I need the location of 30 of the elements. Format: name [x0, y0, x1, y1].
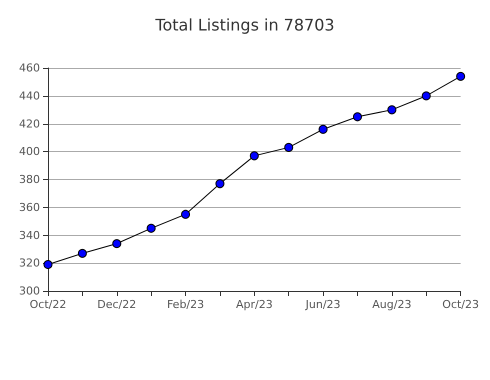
x-tick-label: Feb/23 — [166, 298, 204, 311]
x-tick-label: Apr/23 — [236, 298, 273, 311]
x-tick-label: Aug/23 — [372, 298, 412, 311]
point — [284, 142, 294, 152]
point — [146, 224, 156, 233]
point — [456, 72, 466, 81]
chart-title: Total Listings in 78703 — [154, 16, 335, 34]
point — [250, 151, 259, 160]
y-tick-label: 340 — [19, 228, 40, 242]
point — [352, 112, 362, 122]
x-tick-label: Oct/23 — [442, 298, 480, 311]
point — [181, 210, 190, 219]
y-tick-label: 460 — [19, 62, 40, 74]
x-tick-label: Dec/22 — [97, 298, 136, 311]
y-tick-label: 420 — [19, 117, 40, 130]
x-tick-label: Jun/23 — [304, 298, 341, 311]
y-tick-label: 400 — [19, 145, 40, 158]
point — [112, 239, 122, 248]
point — [422, 91, 431, 100]
y-tick-label: 300 — [19, 284, 40, 298]
y-tick-label: 440 — [19, 89, 40, 102]
y-tick-label: 360 — [19, 200, 40, 214]
point — [387, 105, 396, 114]
point — [215, 179, 224, 188]
point — [44, 260, 52, 270]
y-tick-label: 320 — [19, 256, 40, 270]
x-tick-label: Oct/22 — [30, 298, 66, 311]
point — [78, 248, 87, 258]
y-tick-label: 380 — [19, 173, 40, 186]
point — [318, 124, 328, 134]
